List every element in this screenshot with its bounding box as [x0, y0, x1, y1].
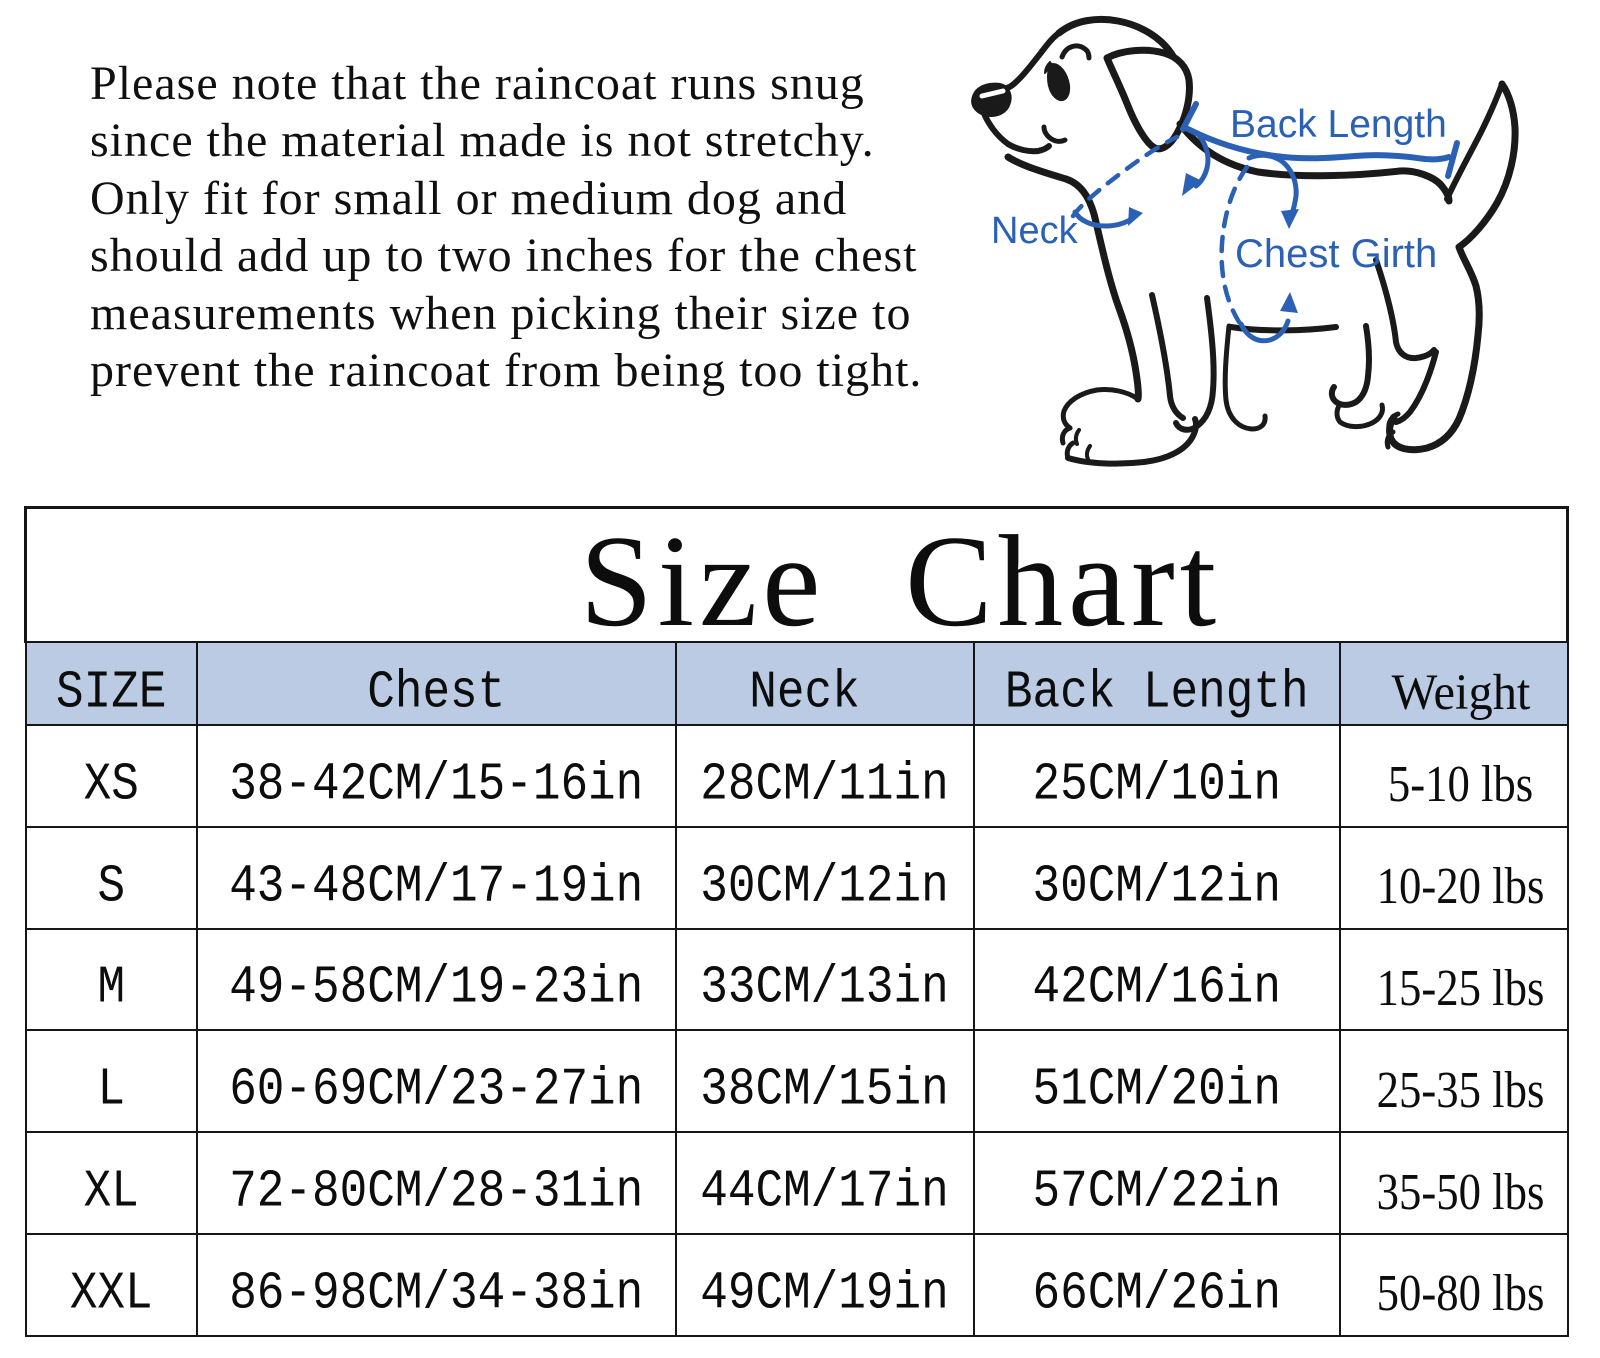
svg-text:Back Length: Back Length [1230, 103, 1447, 146]
svg-text:Neck: Neck [991, 210, 1079, 252]
svg-text:Chest Girth: Chest Girth [1235, 232, 1437, 276]
